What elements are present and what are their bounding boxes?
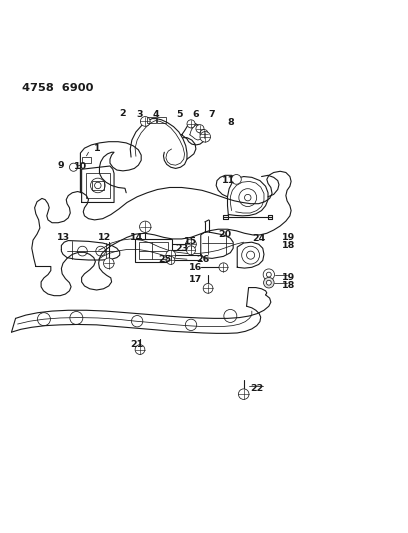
- Circle shape: [202, 134, 208, 140]
- Text: 8: 8: [228, 118, 234, 127]
- Circle shape: [166, 251, 175, 260]
- Text: 6: 6: [193, 110, 199, 119]
- Circle shape: [104, 258, 114, 269]
- Circle shape: [238, 389, 249, 399]
- Text: 2: 2: [119, 109, 126, 118]
- Text: 25: 25: [159, 255, 172, 264]
- Circle shape: [140, 117, 150, 126]
- Text: 20: 20: [218, 230, 231, 239]
- Text: 5: 5: [176, 110, 183, 119]
- Circle shape: [266, 280, 271, 285]
- Text: 18: 18: [282, 241, 295, 250]
- Circle shape: [135, 345, 145, 354]
- Text: 13: 13: [57, 233, 71, 242]
- Text: 19: 19: [282, 273, 295, 282]
- Text: 12: 12: [98, 233, 111, 242]
- Text: 14: 14: [130, 233, 144, 242]
- Circle shape: [187, 120, 195, 128]
- Text: 4758  6900: 4758 6900: [22, 83, 94, 93]
- Text: 21: 21: [130, 340, 144, 349]
- Text: 22: 22: [251, 384, 264, 393]
- Text: 18: 18: [282, 281, 295, 290]
- Text: 1: 1: [94, 144, 100, 152]
- Text: 19: 19: [282, 233, 295, 242]
- Text: 11: 11: [222, 176, 235, 185]
- Text: 7: 7: [208, 110, 215, 119]
- Circle shape: [167, 256, 175, 264]
- Circle shape: [203, 284, 213, 293]
- Text: 26: 26: [196, 255, 209, 264]
- Text: 4: 4: [153, 110, 159, 119]
- Text: 10: 10: [74, 161, 87, 171]
- Text: 15: 15: [184, 237, 197, 246]
- Circle shape: [264, 278, 274, 288]
- Circle shape: [232, 174, 241, 184]
- Circle shape: [200, 130, 208, 138]
- Text: 16: 16: [188, 263, 202, 272]
- Circle shape: [219, 263, 228, 272]
- Text: 3: 3: [136, 110, 142, 119]
- Circle shape: [140, 221, 151, 232]
- Text: 23: 23: [175, 244, 189, 253]
- Text: 24: 24: [252, 235, 265, 244]
- Circle shape: [69, 163, 78, 171]
- Circle shape: [186, 246, 195, 255]
- Text: 9: 9: [57, 160, 64, 169]
- Circle shape: [196, 125, 204, 133]
- Text: 17: 17: [188, 275, 202, 284]
- Circle shape: [186, 239, 196, 249]
- Circle shape: [200, 132, 211, 142]
